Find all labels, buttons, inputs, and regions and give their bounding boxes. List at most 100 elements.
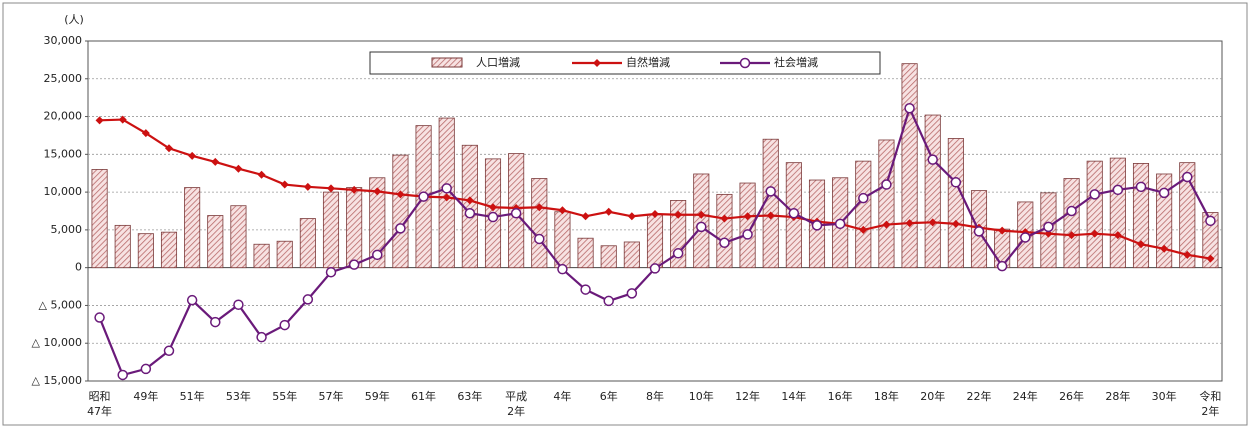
marker [489,203,497,212]
marker [651,210,659,219]
x-tick-label: 57年 [319,389,344,403]
bar [392,154,409,269]
marker [1137,240,1145,249]
marker [211,157,220,166]
marker [834,218,846,230]
x-tick-label: 8年 [646,389,664,403]
marker [1020,232,1031,243]
x-tick-label: 平成 2年 [505,390,527,418]
marker [742,229,753,240]
legend-label: 自然増減 [626,55,670,69]
bar [253,243,270,269]
legend-label: 人口増減 [476,55,520,69]
x-tick-label: 昭和 47年 [87,390,112,418]
marker [603,295,614,307]
marker [487,211,499,223]
bar [554,211,571,269]
marker [788,208,800,219]
marker [395,223,406,234]
bar [207,215,224,269]
x-tick-label: 6年 [600,389,618,403]
marker [188,151,197,160]
marker [280,180,289,189]
bar [160,231,178,269]
marker [604,207,613,216]
x-tick-label: 26年 [1059,389,1084,403]
x-tick-label: 24年 [1013,389,1038,403]
marker [464,208,476,219]
y-tick-label: △ 10,000 [32,336,82,349]
x-tick-label: 63年 [457,389,482,403]
legend-label: 社会増減 [774,55,818,69]
marker [558,206,567,215]
marker [256,331,267,343]
marker [998,226,1007,235]
x-tick-label: 10年 [689,389,714,403]
bar [137,233,154,269]
bar [623,241,640,269]
marker [325,266,337,278]
marker [581,212,590,221]
bar [739,182,756,269]
x-tick-label: 20年 [920,389,945,403]
bar [716,193,733,269]
marker [1067,231,1076,240]
plot-area [87,40,1223,382]
x-tick-label: 18年 [874,389,899,403]
bar [1179,162,1196,269]
y-axis-label: (人) [64,13,84,26]
marker [465,196,474,205]
marker [163,345,175,357]
marker [233,299,244,310]
marker [94,312,105,323]
bar [1132,162,1150,269]
marker [720,214,729,223]
bar [91,169,108,269]
bar [346,187,363,269]
bar [924,114,941,269]
marker [418,191,429,202]
marker [928,218,937,227]
marker [1205,215,1216,227]
bar [947,138,964,269]
marker [1090,229,1099,238]
marker [1182,171,1193,183]
bar [693,173,710,269]
marker [303,182,312,191]
bar [1156,173,1173,269]
marker [859,225,868,234]
y-tick-label: 5,000 [51,223,83,236]
x-tick-label: 28年 [1105,389,1130,403]
legend-swatch [431,57,463,68]
bar [369,177,386,269]
legend-marker [739,57,751,69]
marker [996,260,1008,272]
x-tick-label: 30年 [1152,389,1177,403]
bar [1086,160,1103,269]
marker [580,284,591,295]
marker [372,249,383,261]
y-tick-label: 25,000 [44,72,83,85]
marker [927,154,938,165]
y-tick-label: 30,000 [44,34,83,47]
bar [1109,157,1126,269]
marker [649,263,661,274]
marker [627,212,636,221]
marker [1206,254,1215,263]
legend-marker [593,59,601,67]
bar [322,191,340,269]
x-tick-label: 16年 [828,389,853,403]
marker [951,219,960,228]
x-tick-label: 令和 2年 [1199,389,1221,418]
marker [348,259,360,270]
y-tick-label: 10,000 [44,185,83,198]
marker [765,186,776,197]
marker [696,221,707,233]
bar [600,245,617,269]
bar [855,160,872,269]
marker [141,129,150,138]
marker [95,116,104,125]
marker [811,220,823,231]
bar [1202,212,1219,269]
